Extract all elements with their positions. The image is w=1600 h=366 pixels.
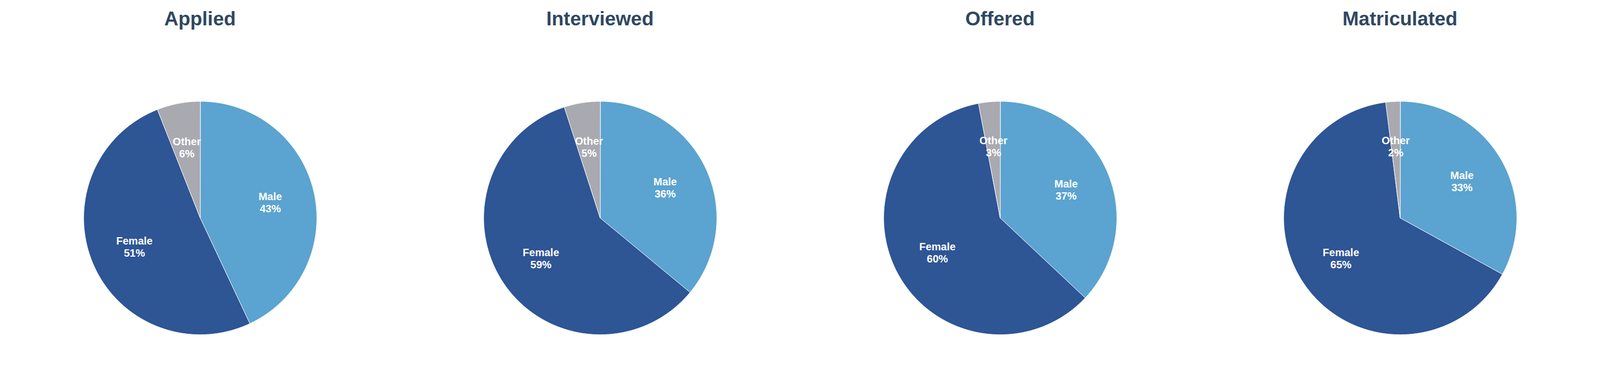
svg-text:Female60%: Female60% <box>919 240 956 265</box>
svg-text:Male37%: Male37% <box>1054 177 1078 202</box>
svg-text:Male33%: Male33% <box>1450 169 1474 194</box>
html-text:Applied: Applied <box>164 7 236 30</box>
svg-text:Other2%: Other2% <box>1381 134 1411 159</box>
svg-text:Other3%: Other3% <box>979 134 1008 159</box>
svg-text:Other6%: Other6% <box>172 135 202 160</box>
html-text:Interviewed: Interviewed <box>546 7 654 30</box>
svg-text:Female65%: Female65% <box>1322 246 1360 271</box>
html-text:Offered: Offered <box>965 7 1035 30</box>
svg-text:Male43%: Male43% <box>258 190 282 215</box>
svg-text:Male36%: Male36% <box>653 175 677 200</box>
html-text:Matriculated: Matriculated <box>1342 7 1458 30</box>
svg-text:Other5%: Other5% <box>575 135 604 159</box>
svg-text:Female51%: Female51% <box>116 234 153 259</box>
svg-text:Female59%: Female59% <box>522 246 560 271</box>
